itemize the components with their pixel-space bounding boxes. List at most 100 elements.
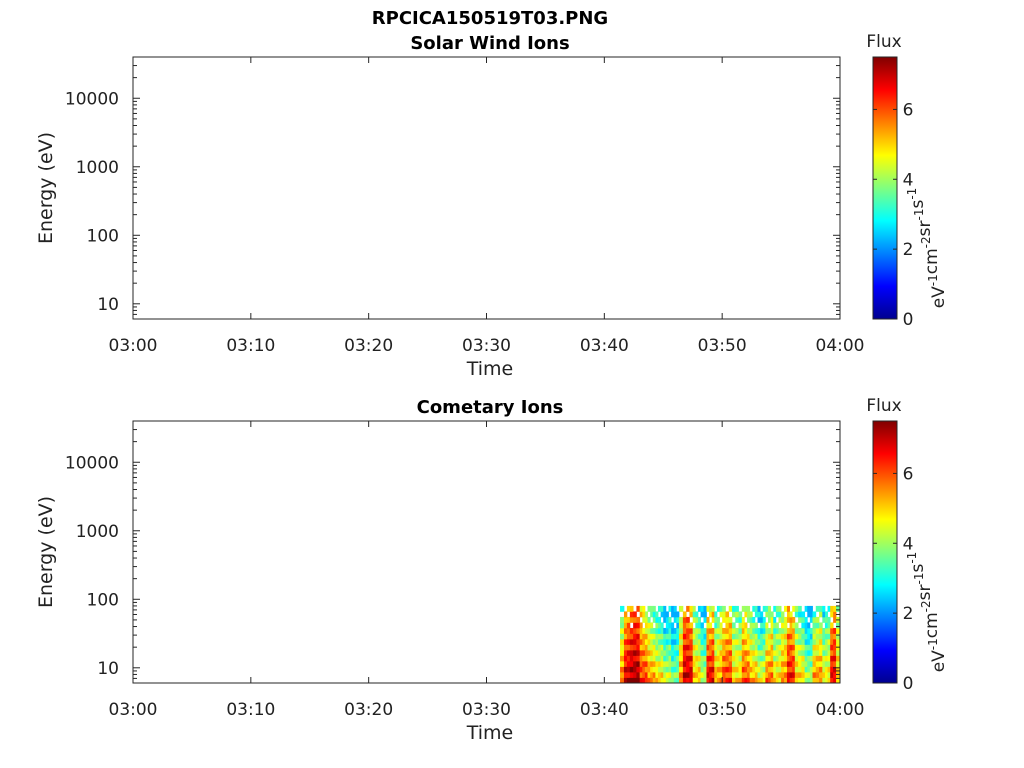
heatmap-cell	[789, 655, 793, 662]
heatmap-cell	[671, 627, 675, 634]
heatmap-cell	[798, 677, 802, 683]
heatmap-cell	[792, 649, 796, 656]
heatmap-cell	[757, 627, 761, 634]
heatmap-cell	[778, 644, 782, 651]
heatmap-cell	[765, 622, 769, 629]
heatmap-cell	[663, 677, 667, 683]
heatmap-cell	[775, 671, 779, 678]
heatmap-cell	[706, 649, 710, 656]
heatmap-cell	[741, 677, 745, 683]
heatmap-cell	[735, 677, 739, 683]
heatmap-cell	[658, 649, 662, 656]
heatmap-cell	[703, 633, 707, 640]
heatmap-cell	[689, 671, 694, 678]
heatmap-cell	[673, 677, 677, 683]
heatmap-cell	[770, 671, 774, 678]
heatmap-cell	[660, 644, 664, 651]
heatmap-cell	[807, 622, 811, 629]
x-tick-label: 03:40	[580, 336, 629, 356]
heatmap-cell	[725, 655, 730, 662]
heatmap-cell	[660, 677, 664, 683]
heatmap-cell	[709, 638, 713, 645]
heatmap-cell	[692, 644, 696, 651]
heatmap-cell	[678, 677, 684, 683]
heatmap-cell	[738, 649, 743, 656]
heatmap-cell	[744, 622, 748, 629]
heatmap-cell	[697, 622, 701, 629]
heatmap-cell	[706, 671, 710, 678]
heatmap-cell	[663, 660, 667, 667]
heatmap-cell	[781, 616, 785, 623]
heatmap-cell	[747, 633, 751, 640]
heatmap-cell	[663, 671, 667, 678]
heatmap-cell	[655, 671, 659, 678]
heatmap-cell	[636, 660, 641, 667]
heatmap-cell	[650, 611, 654, 618]
heatmap-cell	[725, 627, 730, 634]
heatmap-cell	[807, 649, 811, 656]
heatmap-cell	[636, 605, 641, 612]
x-tick-label: 03:50	[698, 700, 747, 720]
heatmap-cell	[798, 611, 802, 618]
heatmap-cell	[741, 627, 745, 634]
heatmap-cell	[798, 649, 802, 656]
heatmap-cell	[682, 622, 687, 629]
heatmap-cell	[804, 627, 808, 634]
heatmap-cell	[658, 644, 662, 651]
unit-exponent: -1	[926, 274, 940, 286]
heatmap-cell	[836, 627, 840, 634]
heatmap-cell	[663, 644, 667, 651]
heatmap-cell	[650, 605, 654, 612]
heatmap-cell	[689, 660, 694, 667]
heatmap-cell	[676, 611, 680, 618]
heatmap-cell	[695, 660, 699, 667]
heatmap-cell	[673, 627, 677, 634]
heatmap-cell	[830, 649, 834, 656]
heatmap-cell	[741, 605, 745, 612]
heatmap-cell	[792, 677, 796, 683]
heatmap-cell	[819, 649, 823, 656]
heatmap-cell	[706, 627, 710, 634]
heatmap-cell	[686, 666, 690, 673]
heatmap-cell	[815, 666, 820, 673]
heatmap-cell	[676, 655, 680, 662]
heatmap-cell	[671, 622, 675, 629]
heatmap-cell	[815, 627, 820, 634]
heatmap-cell	[801, 655, 806, 662]
heatmap-cell	[744, 649, 748, 656]
heatmap-cell	[809, 638, 813, 645]
heatmap-cell	[620, 633, 625, 640]
heatmap-cell	[647, 666, 651, 673]
heatmap-cell	[749, 627, 753, 634]
heatmap-cell	[673, 655, 677, 662]
heatmap-cell	[824, 638, 828, 645]
heatmap-cell	[647, 655, 651, 662]
heatmap-cell	[815, 638, 820, 645]
heatmap-cell	[719, 660, 723, 667]
heatmap-cell	[655, 616, 659, 623]
heatmap-cell	[650, 622, 654, 629]
heatmap-cell	[815, 671, 820, 678]
heatmap-cell	[775, 622, 779, 629]
heatmap-cell	[639, 605, 643, 612]
heatmap-cell	[731, 605, 736, 612]
heatmap-cell	[703, 655, 707, 662]
heatmap-cell	[620, 671, 625, 678]
heatmap-cell	[798, 655, 802, 662]
heatmap-cell	[765, 627, 769, 634]
heatmap-cell	[804, 644, 808, 651]
heatmap-cell	[633, 627, 637, 634]
heatmap-cell	[770, 660, 774, 667]
heatmap-cell	[735, 671, 739, 678]
heatmap-cell	[807, 627, 811, 634]
heatmap-cell	[722, 644, 726, 651]
heatmap-cell	[626, 638, 631, 645]
heatmap-cell	[639, 638, 643, 645]
heatmap-cell	[836, 638, 840, 645]
heatmap-cell	[778, 638, 782, 645]
heatmap-cell	[658, 622, 662, 629]
heatmap-cell	[767, 655, 772, 662]
heatmap-cell	[767, 666, 772, 673]
heatmap-cell	[676, 638, 680, 645]
heatmap-cell	[765, 666, 769, 673]
